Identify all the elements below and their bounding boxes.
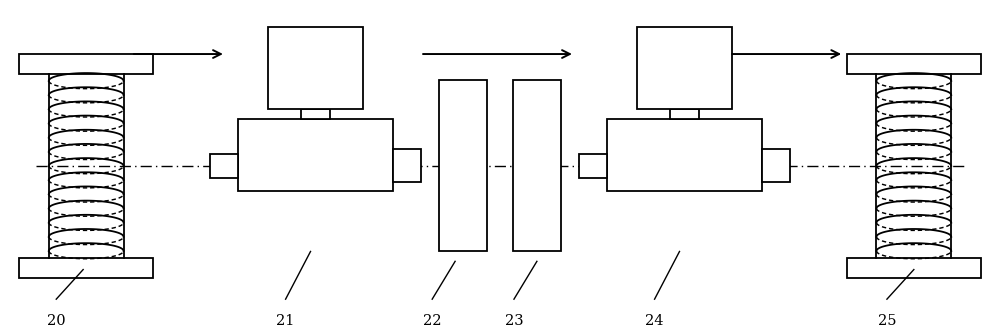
Bar — [301, 109, 330, 119]
Bar — [637, 27, 732, 109]
Text: 20: 20 — [47, 314, 66, 328]
Bar — [607, 119, 762, 191]
Bar — [439, 80, 487, 251]
Bar — [847, 258, 981, 278]
Bar — [19, 54, 153, 74]
Bar — [393, 150, 421, 182]
Text: 22: 22 — [423, 314, 441, 328]
Bar — [670, 109, 699, 119]
Bar — [579, 154, 607, 178]
Bar — [210, 154, 238, 178]
Bar — [762, 150, 790, 182]
Bar — [268, 27, 363, 109]
Bar — [19, 258, 153, 278]
Text: 25: 25 — [878, 314, 896, 328]
Bar — [847, 54, 981, 74]
Text: 24: 24 — [645, 314, 664, 328]
Text: 23: 23 — [505, 314, 523, 328]
Text: 21: 21 — [276, 314, 295, 328]
Bar — [513, 80, 561, 251]
Bar — [238, 119, 393, 191]
